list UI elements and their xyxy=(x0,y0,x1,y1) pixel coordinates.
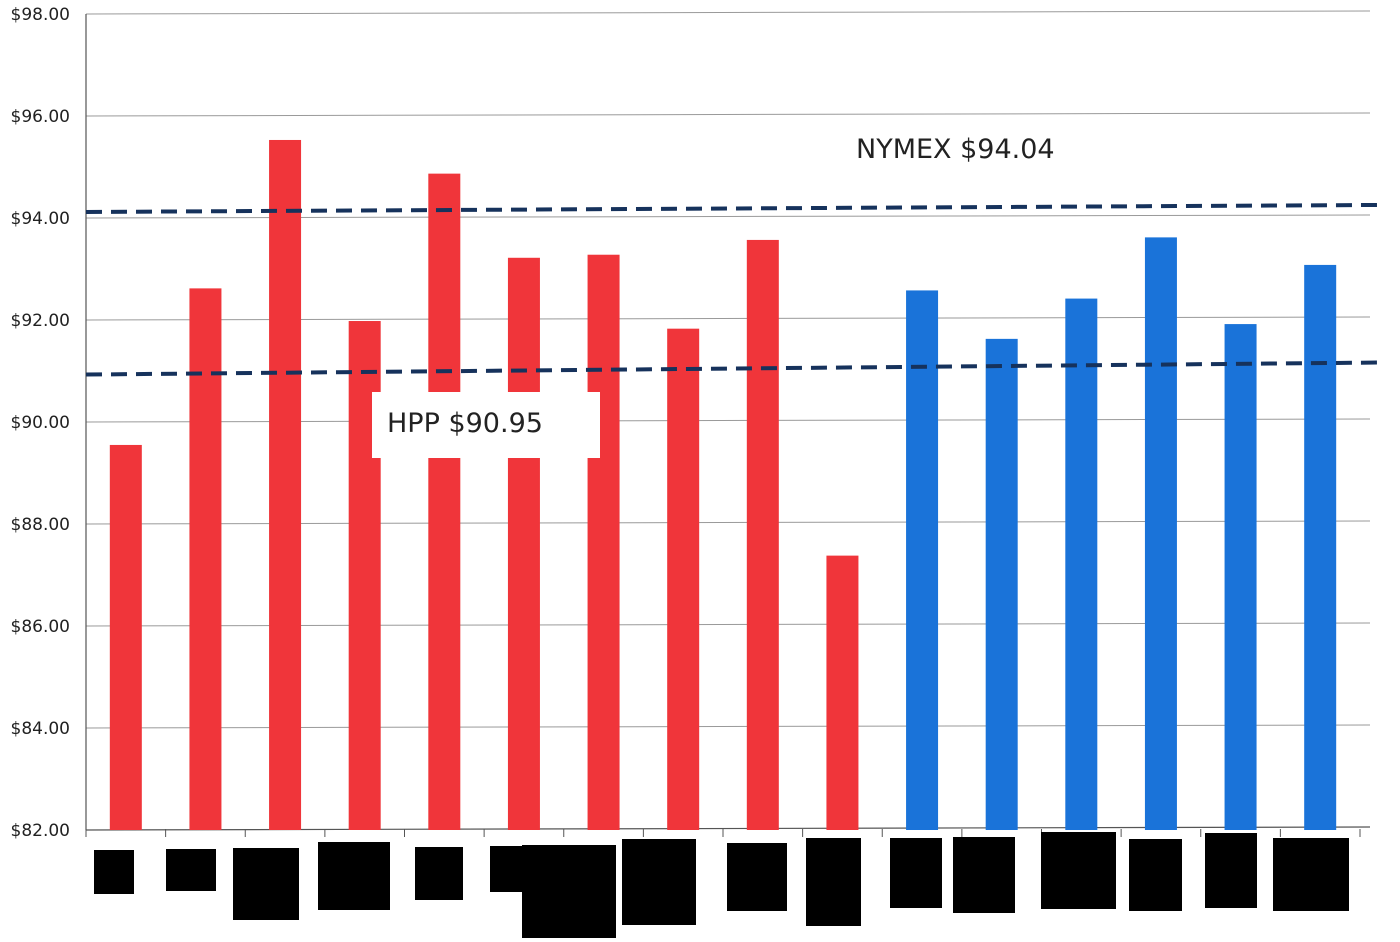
y-axis-tick-labels: $82.00 $84.00 $86.00 $88.00 $90.00 $92.00 $94.… xyxy=(11,5,70,841)
bar xyxy=(746,239,779,830)
bar xyxy=(269,139,302,831)
bar xyxy=(587,254,620,831)
bars xyxy=(109,139,1337,831)
bar xyxy=(1304,264,1337,830)
redaction-block xyxy=(318,842,390,910)
hpp-label-box xyxy=(372,392,600,458)
bar xyxy=(428,173,461,830)
y-tick-label: $92.00 xyxy=(11,311,70,331)
redaction-block xyxy=(806,838,861,926)
bar xyxy=(826,555,859,830)
reference-lines: NYMEX $94.04 HPP $90.95 xyxy=(85,134,1379,458)
redaction-block xyxy=(1273,838,1349,911)
redaction-block xyxy=(1129,839,1182,911)
nymex-label: NYMEX $94.04 xyxy=(856,134,1055,165)
gridline xyxy=(85,112,1371,117)
redaction-block xyxy=(1041,832,1116,909)
redaction-block xyxy=(415,847,463,900)
nymex-reference-line xyxy=(85,202,1379,214)
y-tick-label: $90.00 xyxy=(11,413,70,433)
x-axis-ticks xyxy=(85,829,1361,837)
redaction-block xyxy=(890,838,942,908)
redaction-block xyxy=(622,839,696,925)
y-tick-label: $98.00 xyxy=(11,5,70,25)
bar xyxy=(1144,237,1177,830)
hpp-label: HPP $90.95 xyxy=(387,408,543,439)
redaction-block xyxy=(522,845,616,938)
y-tick-label: $86.00 xyxy=(11,617,70,637)
bar xyxy=(189,288,222,830)
redaction-block xyxy=(233,848,299,920)
bar xyxy=(109,444,142,830)
y-tick-label: $94.00 xyxy=(11,209,70,229)
bar xyxy=(507,257,540,830)
y-tick-label: $88.00 xyxy=(11,515,70,535)
y-tick-label: $82.00 xyxy=(11,821,70,841)
y-tick-label: $84.00 xyxy=(11,719,70,739)
y-tick-label: $96.00 xyxy=(11,107,70,127)
redaction-block xyxy=(727,843,787,911)
redaction-block xyxy=(1205,833,1257,908)
redacted-x-labels xyxy=(94,832,1349,938)
redaction-block xyxy=(94,850,134,894)
bar xyxy=(985,338,1018,830)
hpp-reference-line xyxy=(85,360,1379,377)
bar xyxy=(1065,298,1098,831)
redaction-block xyxy=(166,849,216,891)
bar xyxy=(667,328,700,830)
bar xyxy=(1224,324,1257,830)
redaction-block xyxy=(953,837,1015,913)
gridline xyxy=(85,10,1371,15)
bar xyxy=(906,290,939,830)
